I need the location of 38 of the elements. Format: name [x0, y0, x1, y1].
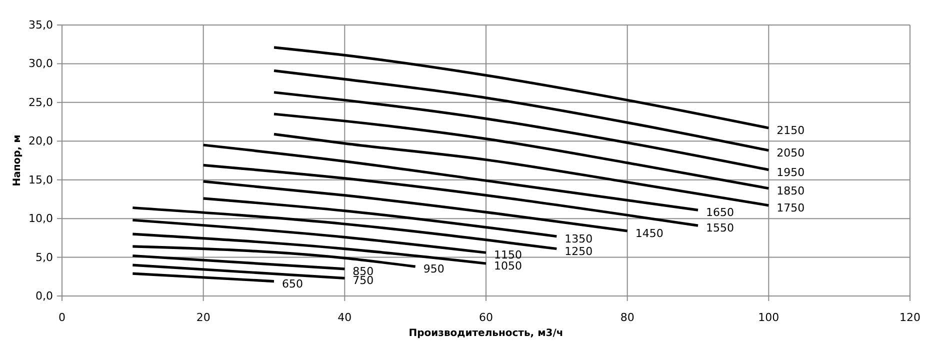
series-label: 750	[352, 274, 374, 288]
line-series	[272, 132, 770, 207]
x-tick-label: 20	[196, 310, 210, 324]
series-label: 1150	[494, 248, 522, 262]
x-tick-label: 60	[479, 310, 493, 324]
y-tick-label: 35,0	[28, 18, 53, 32]
y-tick-label: 30,0	[28, 57, 53, 70]
series-label: 1350	[564, 232, 593, 246]
series-label: 650	[282, 277, 303, 290]
series-label: 2050	[776, 146, 805, 160]
y-tick-label: 25,0	[28, 96, 53, 109]
series-label: 1750	[776, 201, 805, 214]
series-label: 1550	[706, 222, 734, 235]
x-tick-label: 0	[58, 310, 66, 324]
line-series	[202, 144, 700, 212]
y-axis-title: Напор, м	[12, 134, 23, 186]
series-label: 1250	[564, 244, 593, 258]
y-tick-label: 20,0	[28, 134, 53, 148]
series-label: 1650	[706, 206, 734, 220]
x-tick-label: 120	[900, 310, 920, 324]
line-series	[272, 112, 770, 190]
series-label: 1850	[776, 184, 805, 198]
series-label: 1950	[776, 166, 805, 179]
x-tick-label: 80	[620, 310, 634, 324]
line-series	[272, 69, 770, 152]
series-label: 2150	[776, 124, 805, 137]
series-label: 1050	[494, 259, 522, 272]
x-tick-label: 100	[758, 310, 780, 324]
y-tick-label: 10,0	[28, 212, 53, 226]
y-tick-label: 15,0	[28, 173, 53, 186]
y-tick-label: 0,0	[36, 290, 53, 303]
line-series	[272, 46, 770, 130]
series-label: 950	[423, 262, 444, 276]
line-series	[272, 91, 770, 172]
series-label: 1450	[635, 226, 664, 240]
y-tick-label: 5,0	[36, 250, 53, 264]
x-axis-title: Производительность, м3/ч	[408, 328, 564, 339]
x-tick-label: 40	[338, 310, 352, 324]
